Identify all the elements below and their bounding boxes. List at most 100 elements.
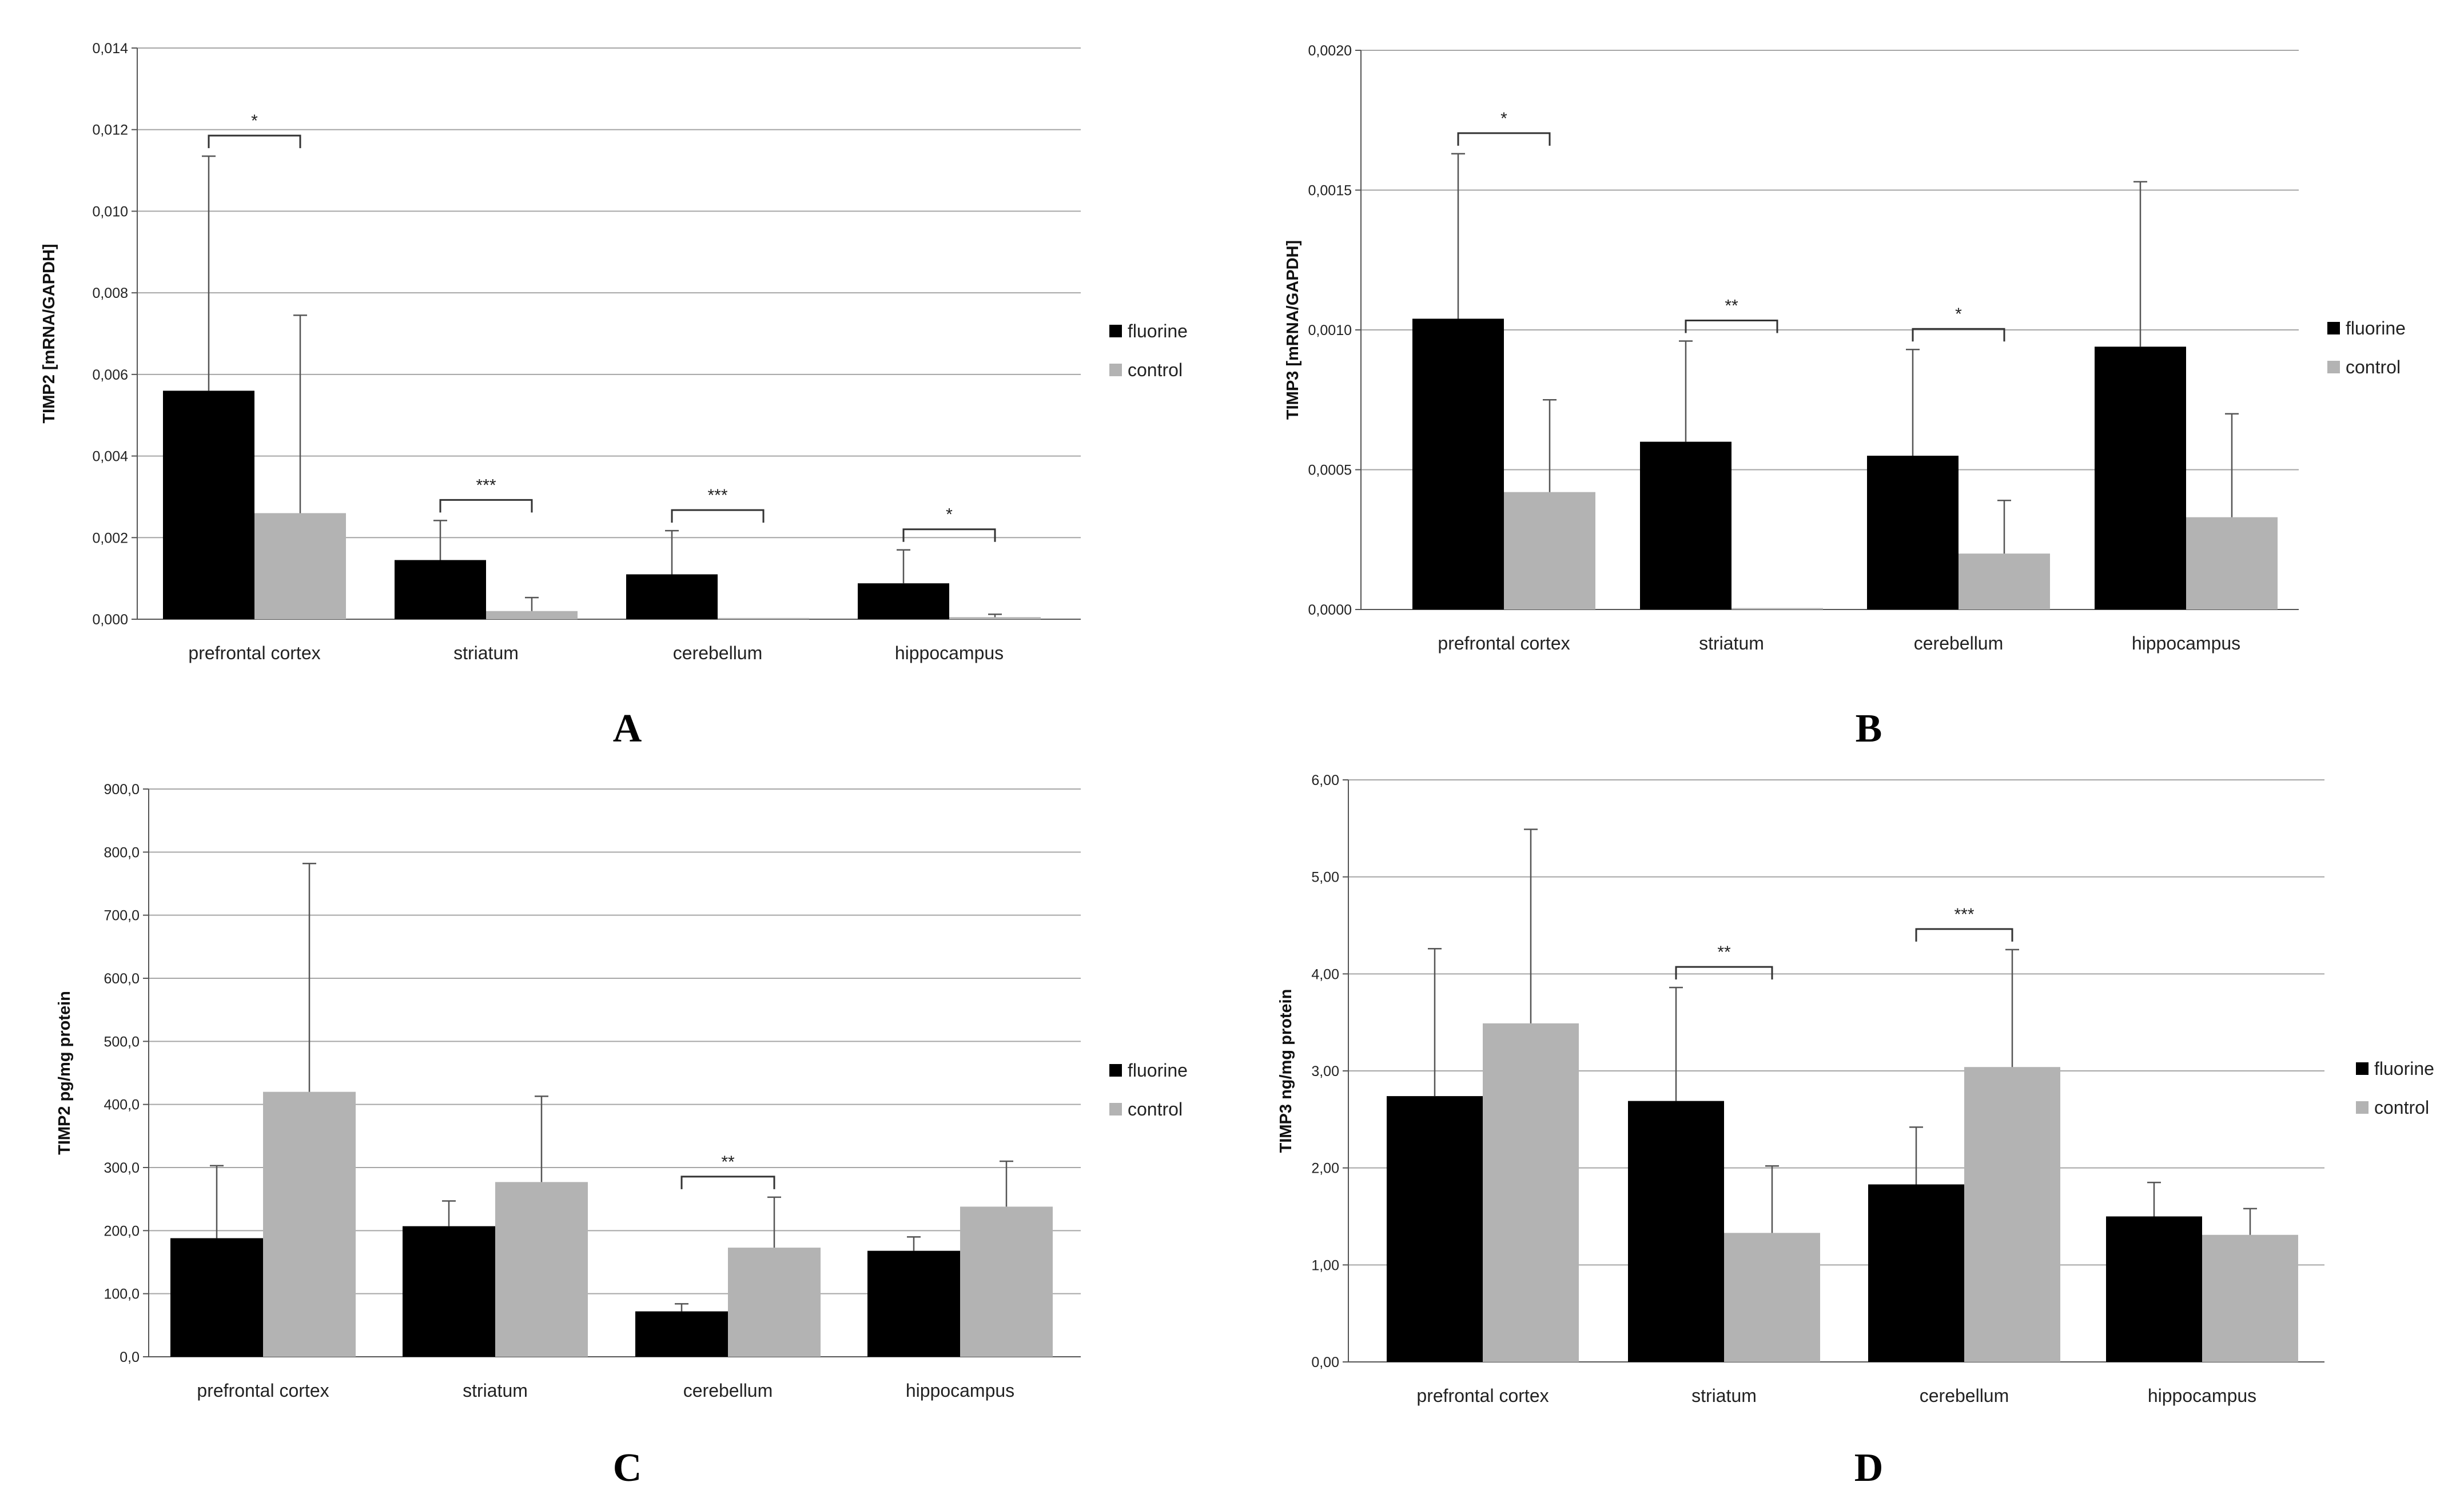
significance-bracket <box>1915 928 2013 942</box>
bar-fluorine <box>858 583 949 619</box>
y-tick-label: 0,006 <box>92 367 128 383</box>
significance-marker: ** <box>1725 297 1738 316</box>
significance-bracket <box>1685 320 1778 333</box>
legend-label: fluorine <box>1128 321 1188 341</box>
legend-swatch-control <box>2327 361 2340 373</box>
legend-label: control <box>1128 1099 1183 1119</box>
significance-marker: *** <box>707 486 727 505</box>
y-tick-label: 5,00 <box>1311 870 1339 886</box>
bar-control <box>949 617 1041 619</box>
bar-fluorine <box>395 560 486 619</box>
bar-control <box>728 1248 821 1357</box>
bar-fluorine <box>1628 1101 1724 1362</box>
significance-bracket <box>1675 966 1773 980</box>
panel-label: B <box>1856 707 1882 751</box>
legend-swatch-control <box>1109 1103 1122 1115</box>
x-category-label: prefrontal cortex <box>1416 1385 1549 1406</box>
bar-control <box>254 513 346 619</box>
y-tick-label: 700,0 <box>104 908 140 924</box>
y-tick-label: 800,0 <box>104 844 140 860</box>
bar-fluorine <box>635 1311 728 1357</box>
y-tick-label: 200,0 <box>104 1223 140 1239</box>
legend-label: control <box>2346 357 2401 377</box>
legend-swatch-control <box>1109 364 1122 376</box>
panel-label: A <box>613 707 642 751</box>
y-tick-label: 0,0000 <box>1308 602 1352 618</box>
y-tick-label: 0,000 <box>92 612 128 628</box>
y-tick-label: 0,0015 <box>1308 183 1352 199</box>
y-tick-label: 600,0 <box>104 971 140 987</box>
y-tick-label: 400,0 <box>104 1097 140 1113</box>
y-tick-label: 0,0020 <box>1308 43 1352 59</box>
significance-marker: * <box>1955 305 1962 324</box>
bar-control <box>960 1206 1053 1357</box>
x-category-label: hippocampus <box>906 1380 1014 1401</box>
significance-marker: * <box>946 505 953 524</box>
y-tick-label: 0,004 <box>92 449 128 465</box>
bar-fluorine <box>1387 1096 1483 1362</box>
x-category-label: cerebellum <box>683 1380 773 1401</box>
legend-swatch-fluorine <box>1109 1064 1122 1077</box>
x-category-label: prefrontal cortex <box>197 1380 329 1401</box>
bar-control <box>1504 492 1595 609</box>
bar-fluorine <box>1412 318 1504 609</box>
significance-bracket <box>1457 132 1551 146</box>
x-category-label: cerebellum <box>1920 1385 2009 1406</box>
bar-fluorine <box>1867 456 1959 609</box>
significance-marker: *** <box>1954 905 1974 924</box>
legend-swatch-control <box>2356 1101 2369 1114</box>
significance-marker: ** <box>1717 943 1731 962</box>
y-tick-label: 2,00 <box>1311 1161 1339 1177</box>
significance-bracket <box>671 509 765 523</box>
panel-label: C <box>613 1446 642 1490</box>
y-axis-label: TIMP2 [mRNA/GAPDH] <box>40 244 58 423</box>
y-tick-label: 0,002 <box>92 530 128 546</box>
y-tick-label: 0,012 <box>92 122 128 138</box>
y-tick-label: 0,010 <box>92 204 128 220</box>
legend-label: fluorine <box>2346 318 2406 338</box>
y-tick-label: 0,008 <box>92 285 128 301</box>
significance-bracket <box>1912 328 2005 342</box>
bar-control <box>263 1091 356 1357</box>
bar-fluorine <box>403 1226 495 1357</box>
bar-fluorine <box>170 1238 263 1357</box>
bar-control <box>718 617 809 619</box>
bar-control <box>1959 553 2050 609</box>
chart-panel-a: 0,000 0,002 0,004 0,006 0,008 0,010 0,012 0,014… <box>40 41 1188 751</box>
bar-control <box>1964 1067 2060 1362</box>
legend-swatch-fluorine <box>2356 1062 2369 1075</box>
chart-panel-c: 0,0 100,0 200,0 300,0 400,0 500,0 600,0 700,0 80… <box>55 782 1188 1490</box>
legend-swatch-fluorine <box>1109 325 1122 337</box>
y-axis-label: TIMP3 ng/mg protein <box>1277 989 1295 1153</box>
significance-marker: *** <box>476 476 496 495</box>
x-category-label: hippocampus <box>2148 1385 2256 1406</box>
bar-control <box>2186 517 2278 609</box>
y-tick-label: 0,00 <box>1311 1354 1339 1371</box>
significance-bracket <box>902 528 996 542</box>
bar-control <box>2202 1234 2298 1362</box>
y-tick-label: 900,0 <box>104 782 140 798</box>
x-category-label: striatum <box>1691 1385 1757 1406</box>
significance-bracket <box>680 1176 775 1189</box>
bar-fluorine <box>2106 1216 2202 1362</box>
y-tick-label: 6,00 <box>1311 772 1339 788</box>
x-category-label: cerebellum <box>1914 633 2004 654</box>
significance-bracket <box>208 134 301 149</box>
bar-fluorine <box>2095 346 2186 609</box>
y-tick-label: 1,00 <box>1311 1257 1339 1273</box>
legend-swatch-fluorine <box>2327 322 2340 334</box>
x-category-label: striatum <box>1699 633 1764 654</box>
chart-panel-b: 0,0000 0,0005 0,0010 0,0015 0,0020 TIMP3 [mRN… <box>1284 43 2406 751</box>
y-tick-label: 300,0 <box>104 1160 140 1176</box>
x-category-label: cerebellum <box>673 643 763 663</box>
chart-panel-d: 0,00 1,00 2,00 3,00 4,00 5,00 6,00 TIMP3 ng/mg … <box>1277 772 2434 1490</box>
panel-label: D <box>1854 1446 1884 1490</box>
bar-control <box>1731 608 1823 609</box>
y-tick-label: 0,0005 <box>1308 463 1352 479</box>
y-axis-label: TIMP3 [mRNA/GAPDH] <box>1284 240 1302 420</box>
x-category-label: striatum <box>463 1380 528 1401</box>
legend-label: fluorine <box>1128 1060 1188 1081</box>
y-tick-label: 0,0010 <box>1308 322 1352 338</box>
significance-bracket <box>439 499 533 513</box>
